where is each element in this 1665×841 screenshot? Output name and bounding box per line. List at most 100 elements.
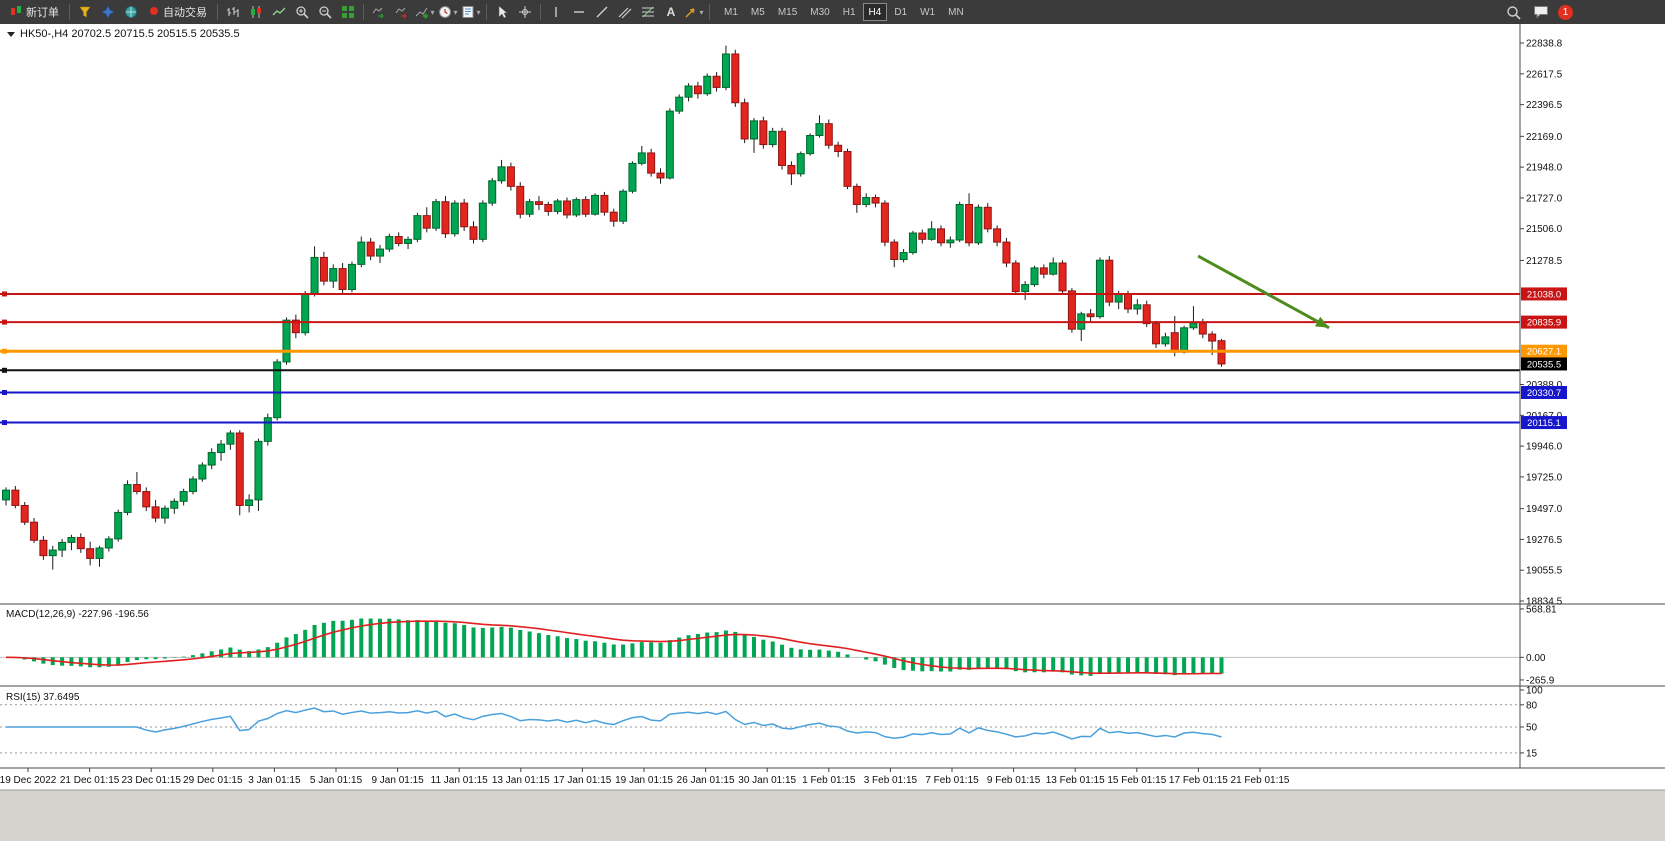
auto-scroll-icon[interactable]: [368, 2, 390, 22]
text-tool-icon[interactable]: A: [666, 5, 676, 19]
candlestick-chart-icon[interactable]: [245, 2, 267, 22]
search-icon[interactable]: [1502, 2, 1524, 22]
svg-text:11 Jan 01:15: 11 Jan 01:15: [431, 775, 489, 786]
bar-chart-icon[interactable]: [222, 2, 244, 22]
svg-text:21 Feb 01:15: 21 Feb 01:15: [1231, 775, 1290, 786]
trend-arrow-annotation[interactable]: [1197, 254, 1330, 330]
macd-label: MACD(12,26,9) -227.96 -196.56: [6, 609, 149, 620]
chart-shift-icon[interactable]: [391, 2, 413, 22]
channel-tool-icon[interactable]: [614, 2, 636, 22]
auto-trading-status-icon: [149, 6, 159, 19]
price-badge: [1521, 416, 1567, 430]
svg-text:21727.0: 21727.0: [1526, 193, 1563, 204]
horizontal-line-tool-icon[interactable]: [568, 2, 590, 22]
bottom-panel-area: [0, 790, 1665, 841]
crosshair-icon[interactable]: [514, 2, 536, 22]
timeframe-d1[interactable]: D1: [888, 3, 913, 21]
svg-text:80: 80: [1526, 700, 1538, 711]
svg-text:1 Feb 01:15: 1 Feb 01:15: [802, 775, 856, 786]
svg-text:50: 50: [1526, 723, 1538, 734]
rsi-line: [6, 707, 1222, 740]
periods-icon[interactable]: ▾: [437, 2, 459, 22]
svg-text:13 Feb 01:15: 13 Feb 01:15: [1046, 775, 1105, 786]
svg-text:23 Dec 01:15: 23 Dec 01:15: [121, 775, 181, 786]
svg-text:3 Jan 01:15: 3 Jan 01:15: [248, 775, 301, 786]
timeframe-m30[interactable]: M30: [804, 3, 835, 21]
new-order-button[interactable]: 新订单: [4, 2, 65, 22]
vertical-line-tool-icon[interactable]: [545, 2, 567, 22]
svg-text:20627.1: 20627.1: [1527, 347, 1561, 358]
svg-text:19725.0: 19725.0: [1526, 472, 1563, 483]
svg-text:19 Dec 2022: 19 Dec 2022: [0, 775, 57, 786]
svg-text:20388.0: 20388.0: [1526, 380, 1563, 391]
svg-text:17 Jan 01:15: 17 Jan 01:15: [553, 775, 611, 786]
dropdown-caret: ▾: [699, 7, 704, 17]
svg-text:17 Feb 01:15: 17 Feb 01:15: [1169, 775, 1228, 786]
price-lines[interactable]: [0, 291, 1520, 426]
cursor-icon[interactable]: [491, 2, 513, 22]
templates-icon[interactable]: ▾: [460, 2, 482, 22]
svg-text:18834.5: 18834.5: [1526, 597, 1563, 608]
separator: [540, 4, 541, 20]
toolbar-right-group: 1: [1502, 2, 1573, 22]
svg-text:20835.9: 20835.9: [1527, 318, 1561, 329]
indicators-icon[interactable]: ▾: [414, 2, 436, 22]
dropdown-caret: ▾: [476, 7, 481, 17]
svg-text:19276.5: 19276.5: [1526, 535, 1563, 546]
price-axis: 22838.8 22617.5 22396.5 22169.0 21948.0 21727…: [0, 24, 1665, 769]
svg-text:21278.5: 21278.5: [1526, 256, 1563, 267]
top-toolbar: 新订单 自动交易 ▾ ▾ ▾ A ▾ M: [0, 0, 1665, 24]
svg-text:0.00: 0.00: [1526, 653, 1546, 664]
line-chart-icon[interactable]: [268, 2, 290, 22]
separator: [709, 4, 710, 20]
timeframe-h1[interactable]: H1: [837, 3, 862, 21]
navigator-icon[interactable]: [97, 2, 119, 22]
tile-windows-icon[interactable]: [337, 2, 359, 22]
price-badge: [1521, 344, 1567, 358]
svg-text:21506.0: 21506.0: [1526, 224, 1563, 235]
timeframe-h4[interactable]: H4: [862, 3, 888, 21]
svg-text:568.81: 568.81: [1526, 604, 1557, 615]
svg-text:22838.8: 22838.8: [1526, 39, 1563, 50]
notification-badge[interactable]: 1: [1558, 4, 1573, 20]
timeframe-mn[interactable]: MN: [942, 3, 970, 21]
svg-text:7 Feb 01:15: 7 Feb 01:15: [925, 775, 979, 786]
chart-canvas[interactable]: HK50-,H4 20702.5 20715.5 20515.5 20535.5…: [0, 24, 1665, 841]
price-badge: [1521, 315, 1567, 329]
svg-text:19 Jan 01:15: 19 Jan 01:15: [615, 775, 673, 786]
auto-trading-button[interactable]: 自动交易: [143, 2, 213, 22]
svg-text:20535.5: 20535.5: [1527, 359, 1561, 370]
price-badge: [1521, 357, 1567, 371]
svg-text:22396.5: 22396.5: [1526, 100, 1563, 111]
price-badge: [1521, 287, 1567, 301]
svg-text:30 Jan 01:15: 30 Jan 01:15: [738, 775, 796, 786]
svg-text:5 Jan 01:15: 5 Jan 01:15: [310, 775, 363, 786]
price-badge: [1521, 386, 1567, 400]
separator: [486, 4, 487, 20]
svg-text:20115.1: 20115.1: [1527, 418, 1561, 429]
chat-icon[interactable]: [1530, 2, 1552, 22]
timeframe-m15[interactable]: M15: [772, 3, 803, 21]
macd-signal-line: [5, 620, 1222, 675]
svg-text:100: 100: [1526, 686, 1543, 697]
timeframe-m5[interactable]: M5: [745, 3, 771, 21]
timeframe-w1[interactable]: W1: [914, 3, 941, 21]
dropdown-caret: ▾: [453, 7, 458, 17]
fibonacci-tool-icon[interactable]: [637, 2, 659, 22]
arrow-tools-icon[interactable]: ▾: [683, 2, 705, 22]
terminal-icon[interactable]: [120, 2, 142, 22]
svg-text:15: 15: [1526, 748, 1538, 759]
zoom-in-icon[interactable]: [291, 2, 313, 22]
zoom-out-icon[interactable]: [314, 2, 336, 22]
candles: [2, 45, 1226, 570]
new-order-icon: [10, 5, 22, 20]
trendline-tool-icon[interactable]: [591, 2, 613, 22]
svg-text:21038.0: 21038.0: [1527, 289, 1561, 300]
separator: [69, 4, 70, 20]
timeframe-m1[interactable]: M1: [718, 3, 744, 21]
svg-text:15 Feb 01:15: 15 Feb 01:15: [1107, 775, 1166, 786]
market-watch-icon[interactable]: [74, 2, 96, 22]
time-axis: 19 Dec 2022 21 Dec 01:15 23 Dec 01:15 29 De…: [0, 768, 1290, 786]
svg-text:22169.0: 22169.0: [1526, 132, 1563, 143]
